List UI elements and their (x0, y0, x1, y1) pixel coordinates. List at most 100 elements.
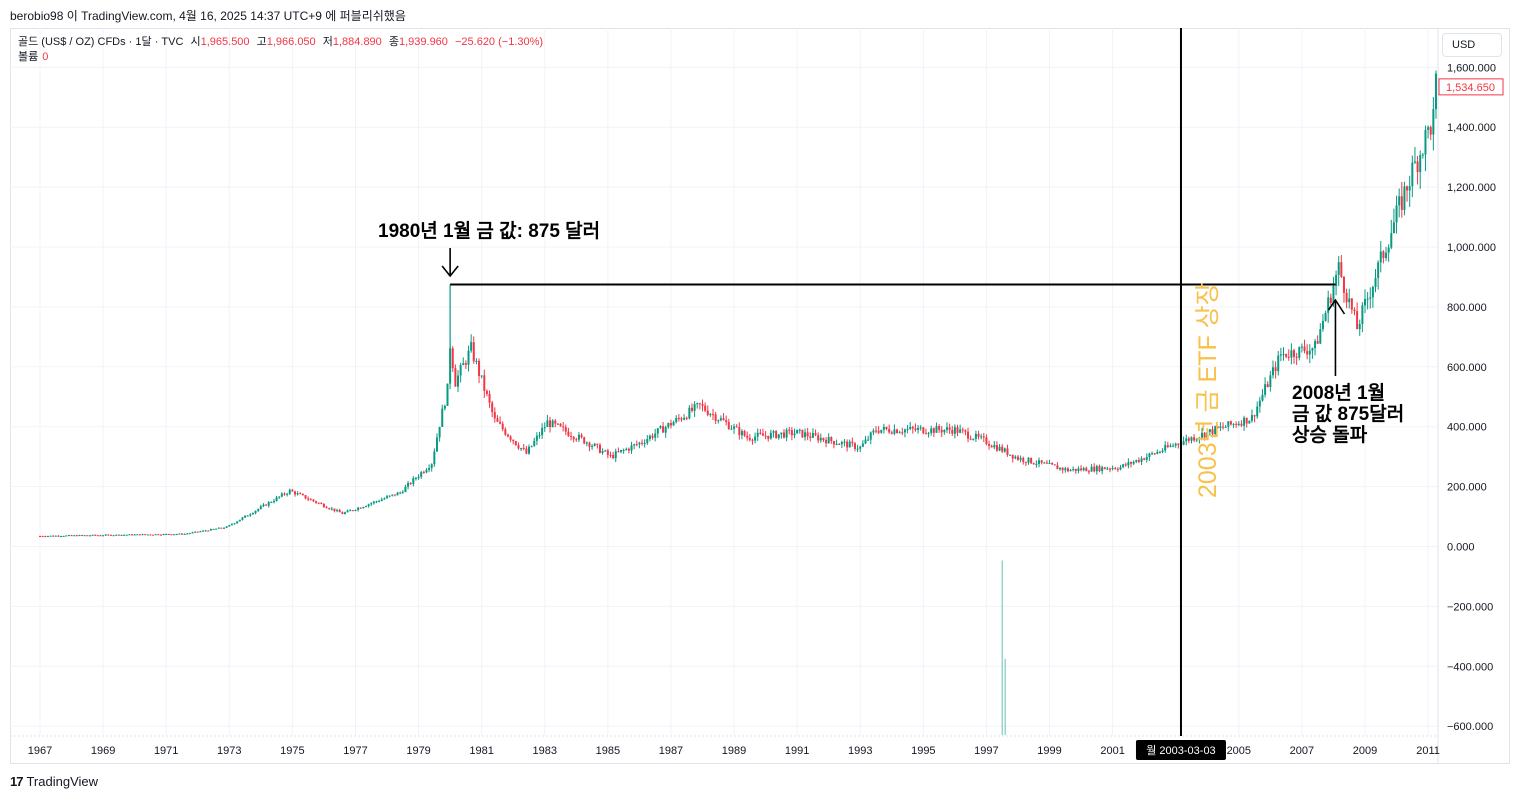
candle-body (543, 427, 546, 429)
candle-body (1271, 367, 1274, 376)
candle-body (956, 427, 959, 433)
candle-body (1287, 356, 1290, 358)
candle-body (1279, 354, 1282, 356)
y-tick-label: 400.000 (1447, 422, 1487, 434)
candle-body (882, 426, 885, 430)
candle-body (173, 534, 176, 536)
candle-body (1406, 186, 1409, 191)
candle-body (65, 535, 68, 537)
candle-body (1116, 468, 1119, 470)
candle-body (1087, 471, 1090, 473)
candle-body (117, 534, 120, 536)
candle-body (1332, 285, 1335, 303)
candle-body (341, 512, 344, 515)
candle-body (420, 472, 423, 477)
candle-body (1066, 468, 1069, 472)
y-tick-label: −200.000 (1447, 601, 1493, 613)
tradingview-logo[interactable]: 17 TradingView (10, 774, 98, 789)
y-tick-label: 0.000 (1447, 542, 1475, 554)
candle-body (635, 444, 638, 446)
candle-body (667, 423, 670, 428)
candle-body (672, 422, 675, 426)
candle-body (1398, 196, 1401, 206)
candle-body (835, 443, 838, 445)
candle-body (798, 429, 801, 431)
candle-body (399, 492, 402, 494)
last-price-box (1438, 78, 1504, 96)
y-tick-label: 1,400.000 (1447, 122, 1496, 134)
candle-body (1250, 415, 1253, 421)
candle-body (688, 407, 691, 419)
candle-body (275, 497, 278, 501)
candle-body (1311, 348, 1314, 351)
candle-body (769, 432, 772, 439)
candle-body (259, 506, 262, 509)
candle-body (257, 508, 260, 511)
candle-body (1432, 109, 1435, 135)
candle-body (386, 496, 389, 499)
candle-body (212, 528, 215, 530)
candle-body (1038, 460, 1041, 464)
candle-body (517, 445, 520, 449)
candle-body (246, 515, 249, 517)
candle-body (1135, 460, 1138, 462)
candle-body (945, 427, 948, 430)
candle-body (364, 506, 367, 508)
candle-body (880, 429, 883, 433)
candle-body (1266, 384, 1269, 388)
candle-body (493, 412, 496, 419)
candle-body (530, 445, 533, 447)
candle-body (1108, 468, 1111, 470)
candle-body (1329, 297, 1332, 303)
candle-body (296, 493, 299, 495)
candle-body (1156, 452, 1159, 454)
candle-body (86, 535, 89, 537)
annotation-1980: 1980년 1월 금 값: 875 달러 (378, 220, 600, 242)
x-tick-label: 1979 (406, 745, 430, 757)
candle-body (104, 534, 107, 536)
candle-body (154, 534, 157, 536)
candle-body (848, 441, 851, 448)
currency-button[interactable]: USD (1442, 33, 1502, 57)
candle-body (39, 536, 41, 538)
candle-body (380, 499, 383, 502)
candle-body (73, 535, 76, 537)
candle-body (383, 498, 386, 500)
candle-body (1206, 431, 1209, 438)
candle-body (546, 420, 549, 428)
candle-body (175, 534, 178, 536)
candle-body (1114, 468, 1117, 470)
candle-body (1035, 463, 1038, 465)
x-tick-label: 2007 (1290, 745, 1314, 757)
candle-body (1269, 375, 1272, 388)
candle-body (1222, 426, 1225, 428)
candle-body (370, 503, 373, 505)
candle-body (286, 493, 289, 495)
candle-body (614, 451, 617, 459)
candle-body (759, 432, 762, 434)
candle-body (1229, 421, 1232, 425)
candle-body (225, 526, 228, 528)
candle-body (825, 439, 828, 444)
candle-body (194, 531, 197, 533)
candle-body (1366, 298, 1369, 300)
candle-body (896, 429, 899, 433)
symbol-name[interactable]: 골드 (US$ / OZ) CFDs · 1달 · TVC (18, 36, 184, 48)
y-tick-label: 600.000 (1447, 362, 1487, 374)
candle-body (922, 427, 925, 434)
candle-body (669, 423, 672, 426)
candle-body (1198, 437, 1201, 439)
candle-body (938, 426, 941, 430)
candle-body (280, 493, 283, 497)
candle-body (1208, 429, 1211, 432)
candle-body (914, 428, 917, 430)
candle-body (41, 536, 44, 538)
candle-body (572, 436, 575, 440)
candle-body (283, 493, 286, 495)
candle-body (843, 441, 846, 443)
candle-body (722, 418, 725, 421)
candle-body (541, 427, 544, 436)
candle-body (1232, 423, 1235, 425)
volume-label[interactable]: 볼륨 (18, 51, 39, 63)
